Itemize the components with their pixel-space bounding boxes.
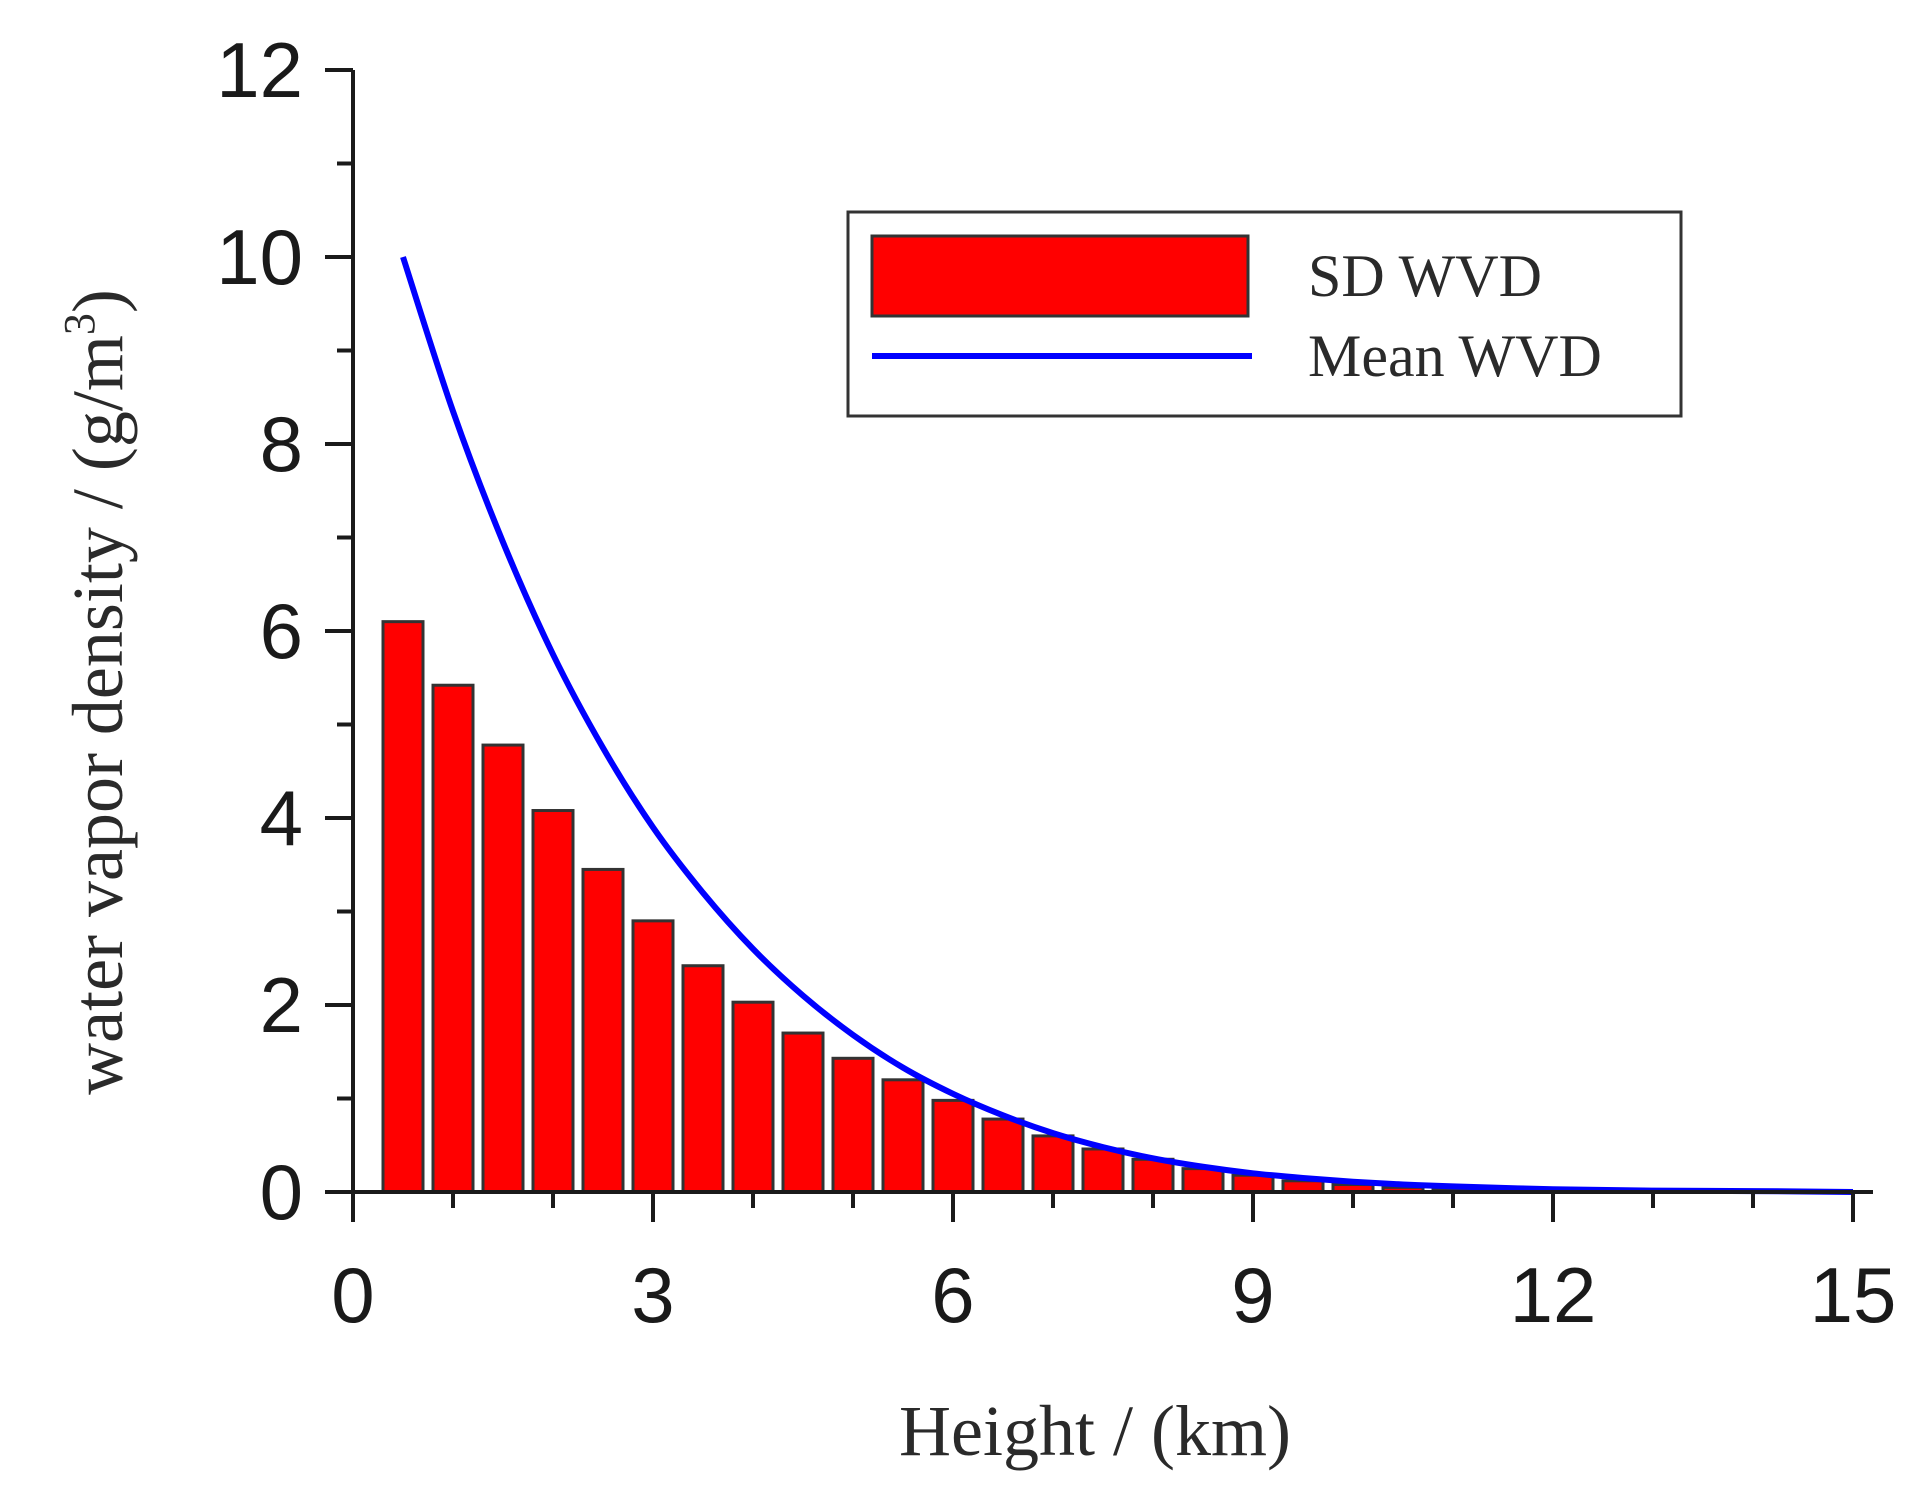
bar-sd-wvd-6 (931, 1098, 975, 1194)
x-tick-label: 12 (1510, 1251, 1597, 1339)
y-tick-label: 6 (260, 587, 303, 675)
y-axis-title: water vapor density / (g/m3) (55, 289, 138, 1095)
x-tick-label: 6 (931, 1251, 974, 1339)
bar-sd-wvd-8 (1131, 1157, 1175, 1194)
y-tick-label: 10 (216, 213, 303, 301)
axes: 0 2 4 6 8 10 12 0 3 6 9 12 15 (216, 26, 1896, 1339)
bar-sd-wvd-8.5 (1181, 1167, 1225, 1194)
bar-sd-wvd-0.5 (381, 620, 425, 1194)
legend-swatch-sd-wvd (870, 234, 1250, 318)
mean-wvd-line (400, 256, 1854, 1195)
bar-sd-wvd-2 (531, 809, 575, 1194)
bar-sd-wvd-3 (631, 919, 675, 1194)
x-tick-label: 9 (1231, 1251, 1274, 1339)
bar-sd-wvd-5.5 (881, 1078, 925, 1194)
bar-sd-wvd-1.5 (481, 743, 525, 1194)
bar-sd-wvd-3.5 (681, 964, 725, 1194)
x-tick-label: 0 (331, 1251, 374, 1339)
y-tick-label: 4 (260, 774, 303, 862)
bar-sd-wvd-7 (1031, 1134, 1075, 1194)
legend-label-sd-wvd: SD WVD (1308, 243, 1542, 309)
bar-sd-wvd-7.5 (1081, 1147, 1125, 1194)
bar-sd-wvd-4.5 (781, 1031, 825, 1194)
y-axis-title-sup: 3 (55, 313, 104, 335)
bar-sd-wvd-1 (431, 683, 475, 1194)
legend-label-mean-wvd: Mean WVD (1308, 323, 1602, 389)
y-tick-label: 0 (260, 1148, 303, 1236)
y-tick-label: 12 (216, 26, 303, 114)
bar-sd-wvd-2.5 (581, 867, 625, 1194)
y-axis-title-main: water vapor density / (g/m (58, 335, 138, 1095)
legend: SD WVD Mean WVD (846, 210, 1683, 418)
x-axis-title: Height / (km) (899, 1391, 1291, 1471)
x-tick-label: 3 (631, 1251, 674, 1339)
y-tick-label: 8 (260, 400, 303, 488)
bar-sd-wvd-4 (731, 1000, 775, 1194)
sd-wvd-bars (381, 620, 1625, 1194)
y-axis-title-close: ) (58, 289, 138, 313)
bar-sd-wvd-6.5 (981, 1117, 1025, 1194)
bar-sd-wvd-5 (831, 1056, 875, 1194)
y-tick-label: 2 (260, 961, 303, 1049)
x-tick-label: 15 (1810, 1251, 1897, 1339)
